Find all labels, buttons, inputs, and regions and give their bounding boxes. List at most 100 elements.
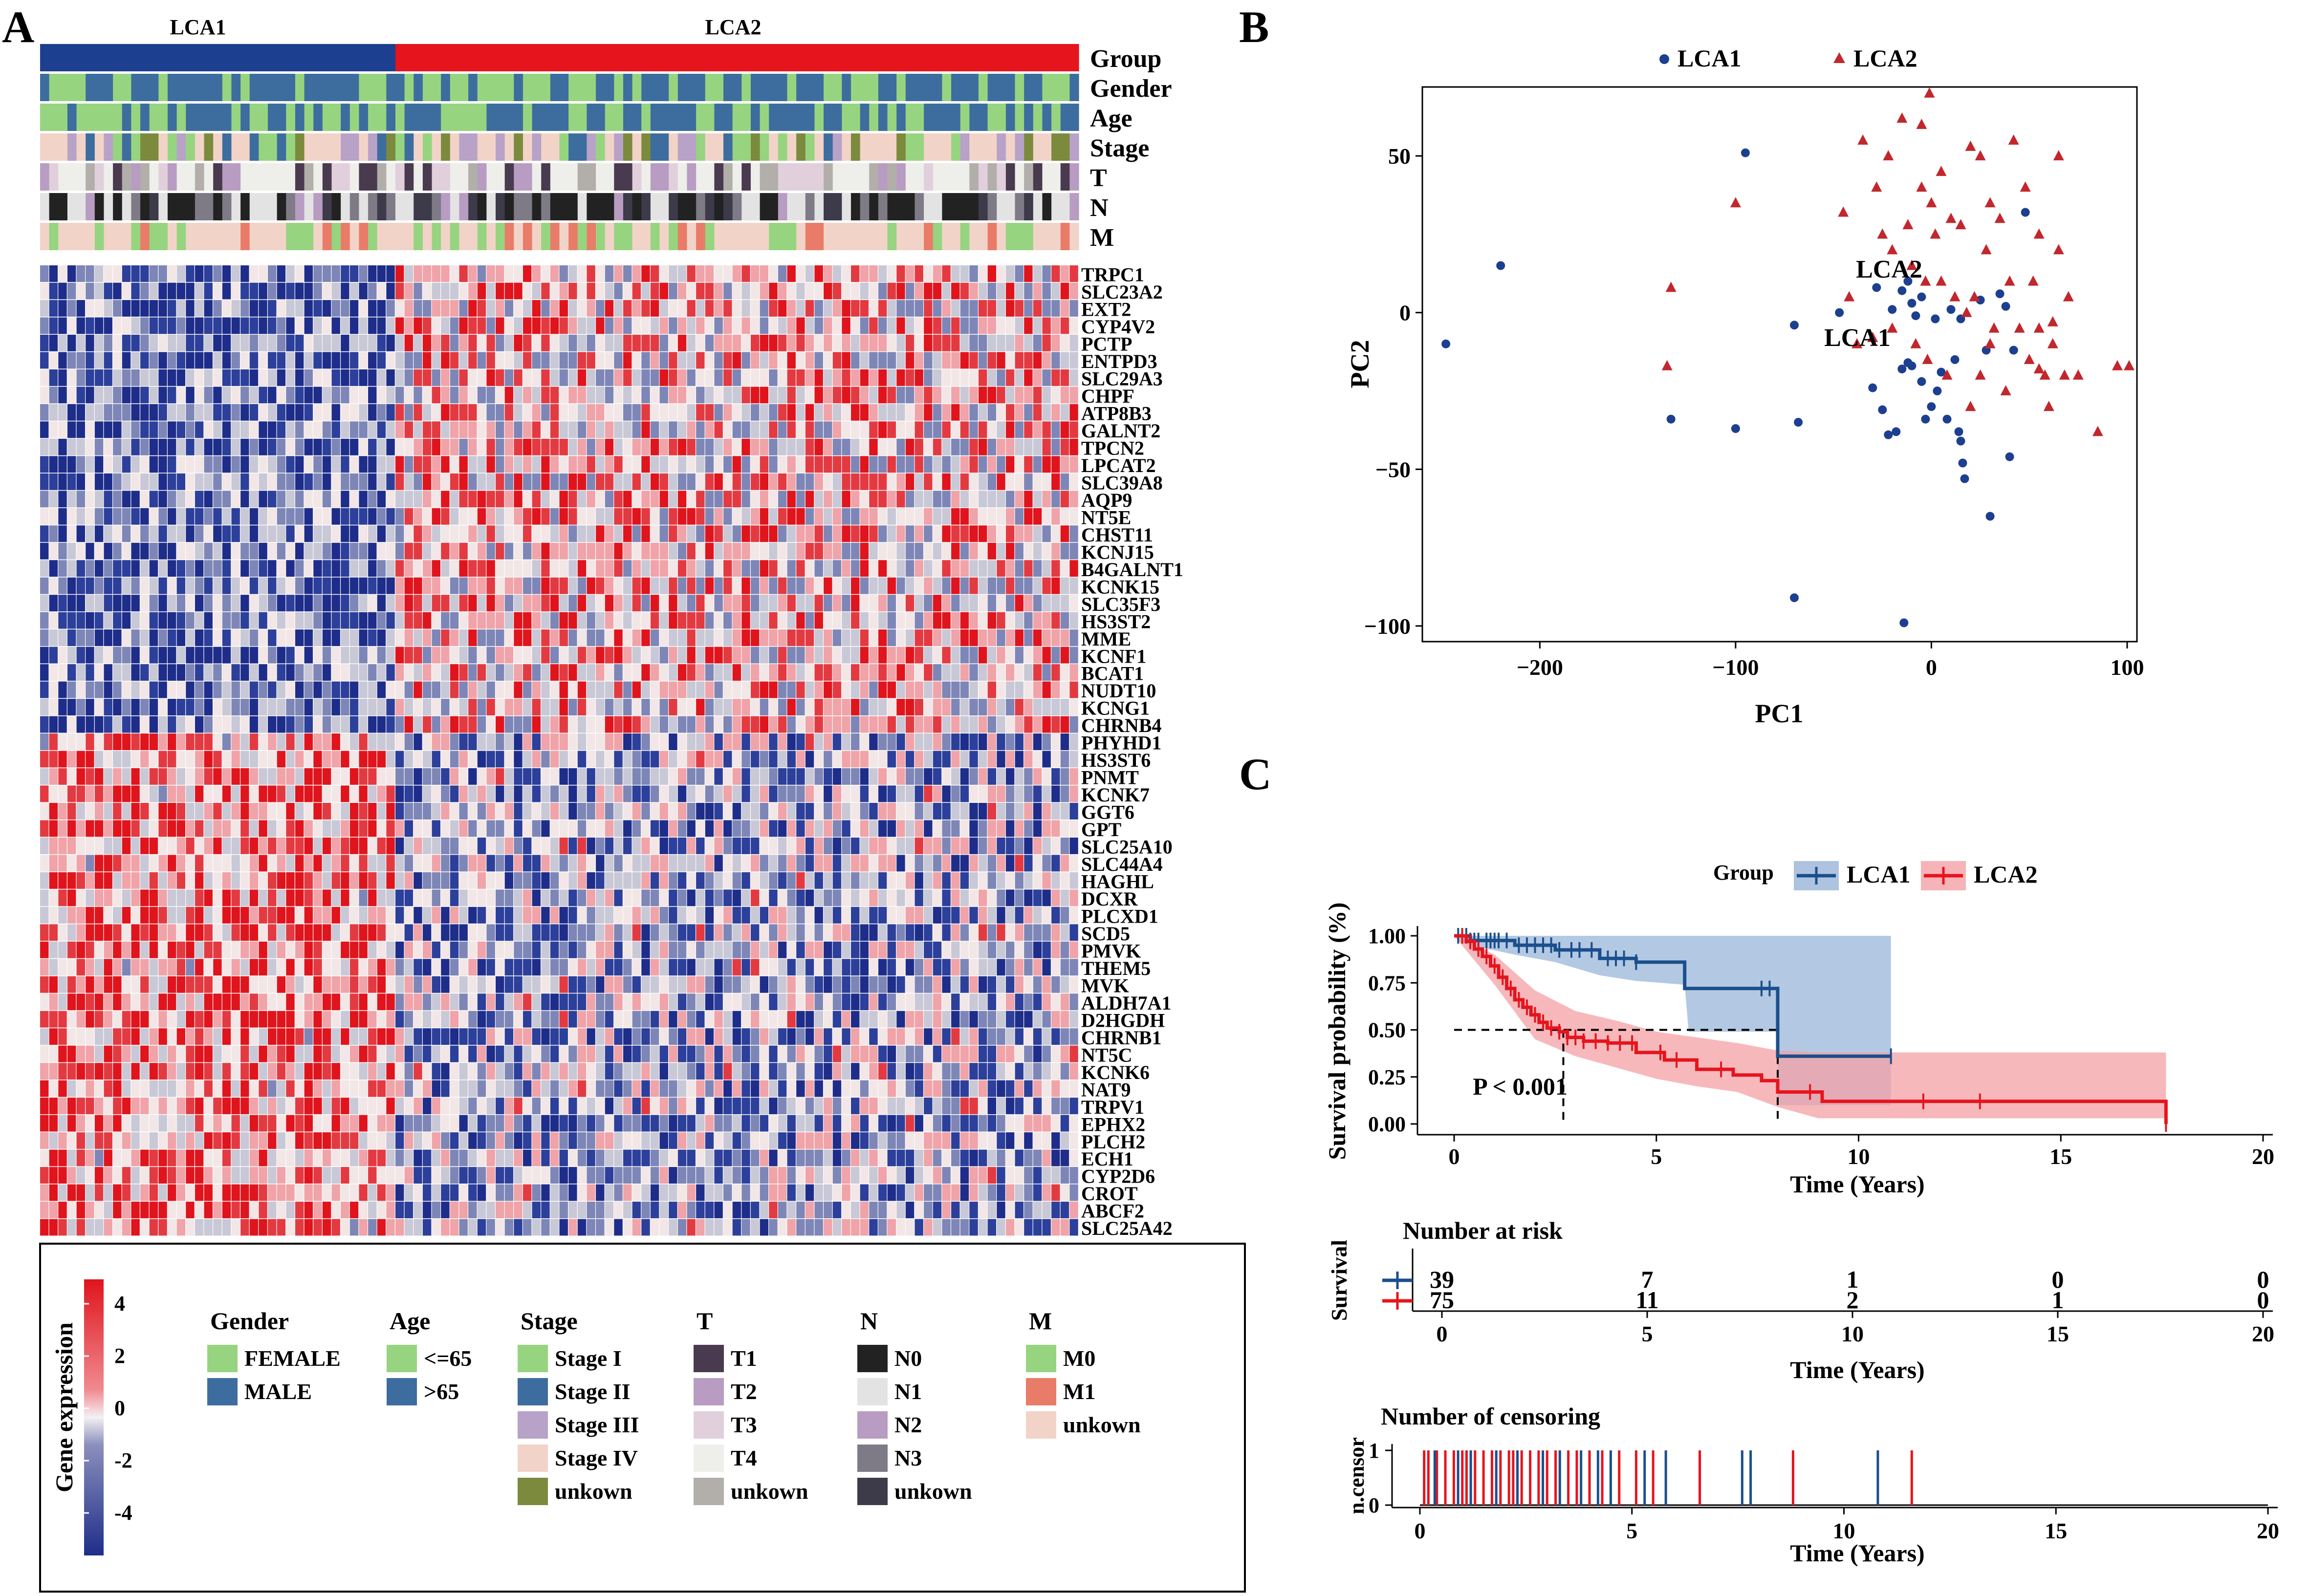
- heatmap-cell: [204, 300, 213, 317]
- annotation-cell: [769, 223, 779, 250]
- heatmap-cell: [650, 317, 659, 334]
- heatmap-cell: [614, 785, 623, 802]
- heatmap-cell: [814, 751, 823, 768]
- heatmap-cell: [723, 525, 732, 542]
- annotation-cell: [677, 163, 688, 191]
- annotation-cell: [504, 133, 514, 161]
- heatmap-cell: [978, 681, 987, 698]
- heatmap-cell: [204, 647, 213, 664]
- heatmap-cell: [587, 300, 595, 317]
- heatmap-cell: [432, 629, 440, 647]
- heatmap-cell: [286, 352, 295, 369]
- heatmap-cell: [195, 334, 204, 351]
- heatmap-cell: [659, 404, 668, 421]
- heatmap-cell: [131, 751, 140, 768]
- annotation-cell: [222, 74, 232, 101]
- heatmap-cell: [687, 491, 696, 508]
- heatmap-cell: [359, 768, 368, 785]
- heatmap-cell: [441, 473, 450, 490]
- heatmap-cell: [878, 456, 887, 473]
- heatmap-cell: [623, 872, 632, 889]
- heatmap-cell: [331, 889, 340, 906]
- heatmap-cell: [1042, 300, 1051, 317]
- heatmap-cell: [732, 282, 741, 300]
- annotation-cell: [377, 44, 387, 71]
- heatmap-cell: [86, 508, 94, 525]
- heatmap-cell: [951, 647, 960, 664]
- heatmap-cell: [432, 751, 440, 768]
- heatmap-cell: [432, 595, 440, 612]
- annotation-cell: [824, 133, 833, 161]
- heatmap-cell: [677, 352, 687, 369]
- annotation-cell: [814, 223, 824, 250]
- annotation-label: N: [1090, 194, 1109, 222]
- heatmap-cell: [796, 421, 805, 438]
- heatmap-cell: [131, 647, 140, 664]
- heatmap-cell: [778, 681, 787, 698]
- annotation-cell: [924, 133, 934, 161]
- heatmap-cell: [769, 889, 778, 906]
- annotation-cell: [787, 193, 797, 220]
- heatmap-cell: [951, 317, 960, 334]
- annotation-cell: [158, 133, 168, 161]
- annotation-cell: [286, 193, 296, 220]
- heatmap-cell: [896, 716, 905, 733]
- heatmap-cell: [978, 629, 987, 647]
- annotation-cell: [778, 223, 788, 250]
- heatmap-cell: [915, 612, 923, 629]
- heatmap-cell: [1005, 473, 1015, 490]
- heatmap-cell: [696, 421, 705, 438]
- annotation-cell: [395, 74, 405, 101]
- heatmap-cell: [587, 265, 595, 282]
- heatmap-cell: [349, 542, 359, 560]
- heatmap-cell: [486, 837, 495, 854]
- heatmap-cell: [696, 699, 705, 716]
- annotation-cell: [496, 104, 505, 131]
- heatmap-cell: [1042, 282, 1051, 300]
- heatmap-cell: [331, 595, 340, 612]
- heatmap-cell: [49, 542, 58, 560]
- heatmap-cell: [496, 542, 504, 560]
- annotation-cell: [167, 74, 177, 101]
- heatmap-cell: [532, 473, 541, 490]
- heatmap-cell: [204, 352, 213, 369]
- heatmap-cell: [259, 352, 267, 369]
- heatmap-cell: [677, 334, 687, 351]
- heatmap-cell: [805, 837, 814, 854]
- heatmap-cell: [997, 872, 1005, 889]
- heatmap-cell: [969, 542, 978, 560]
- heatmap-cell: [705, 647, 714, 664]
- heatmap-cell: [942, 820, 951, 837]
- heatmap-cell: [514, 456, 523, 473]
- annotation-cell: [404, 163, 414, 191]
- heatmap-cell: [760, 265, 769, 282]
- heatmap-cell: [167, 352, 176, 369]
- heatmap-cell: [623, 577, 632, 594]
- heatmap-cell: [277, 300, 286, 317]
- heatmap-cell: [760, 855, 769, 872]
- heatmap-cell: [486, 664, 495, 681]
- annotation-cell: [295, 133, 305, 161]
- heatmap-cell: [496, 768, 504, 785]
- heatmap-cell: [1005, 438, 1015, 455]
- heatmap-cell: [49, 785, 58, 802]
- heatmap-cell: [787, 560, 796, 577]
- heatmap-cell: [650, 456, 659, 473]
- heatmap-cell: [1069, 768, 1078, 785]
- heatmap-cell: [395, 560, 404, 577]
- annotation-cell: [304, 44, 314, 71]
- annotation-cell: [1015, 133, 1024, 161]
- heatmap-cell: [1024, 542, 1033, 560]
- heatmap-cell: [1024, 282, 1033, 300]
- heatmap-cell: [532, 491, 541, 508]
- heatmap-cell: [677, 872, 687, 889]
- heatmap-cell: [131, 612, 140, 629]
- heatmap-cell: [422, 421, 432, 438]
- heatmap-cell: [750, 265, 760, 282]
- annotation-cell: [432, 133, 441, 161]
- heatmap-cell: [86, 387, 94, 404]
- heatmap-cell: [176, 542, 186, 560]
- heatmap-cell: [422, 802, 432, 820]
- heatmap-cell: [304, 352, 313, 369]
- heatmap-cell: [1024, 560, 1033, 577]
